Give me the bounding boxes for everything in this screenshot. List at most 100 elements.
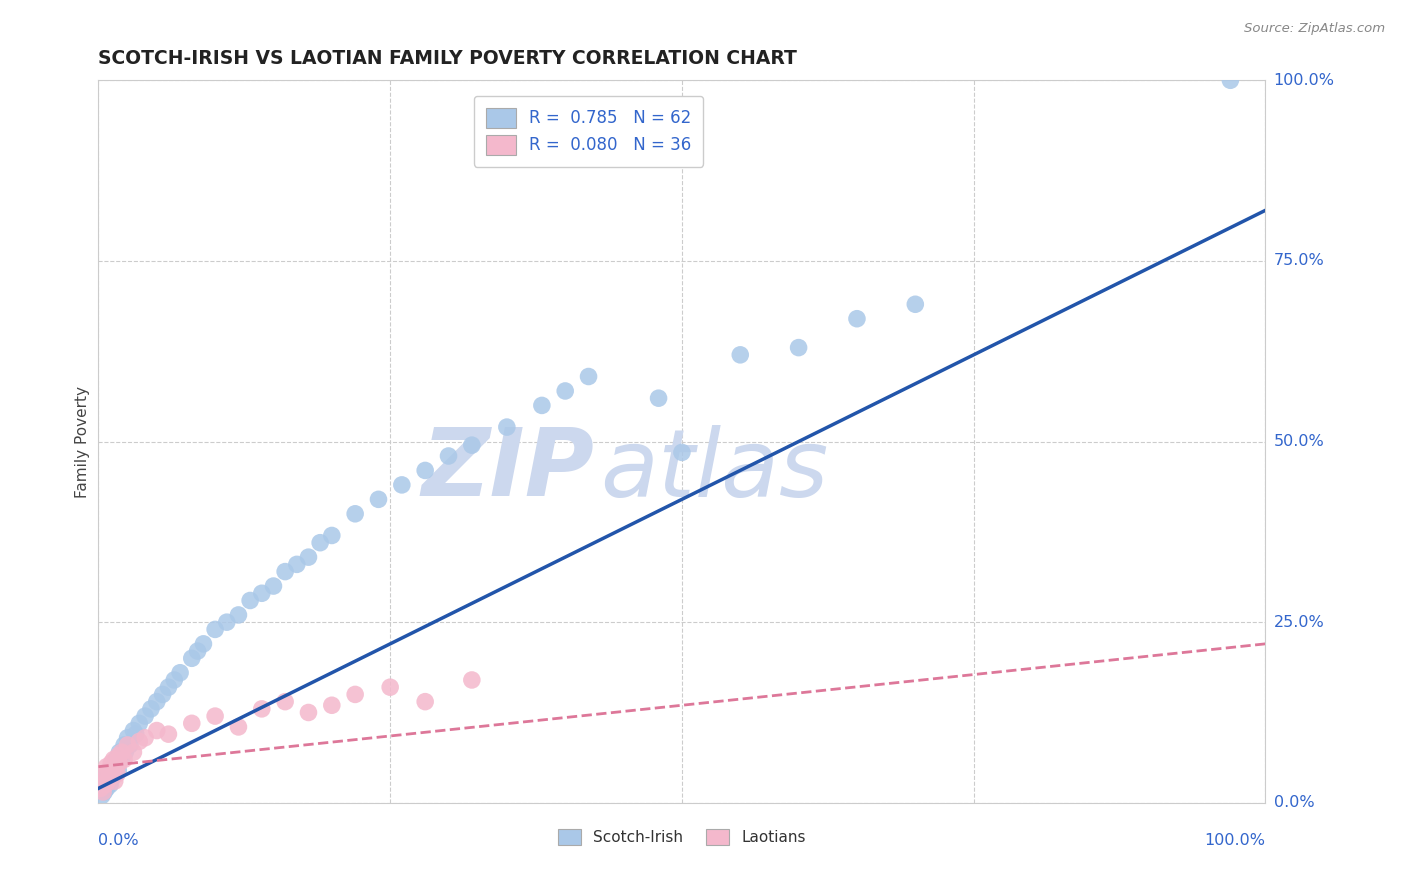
Point xyxy=(578,369,600,384)
Point xyxy=(413,463,436,477)
Point xyxy=(274,565,297,579)
Point xyxy=(125,727,148,741)
Point xyxy=(104,767,127,781)
Point xyxy=(111,745,134,759)
Point xyxy=(344,507,367,521)
Point xyxy=(96,760,118,774)
Point xyxy=(215,615,238,630)
Text: 100.0%: 100.0% xyxy=(1274,73,1334,87)
Point xyxy=(180,651,202,665)
Text: 0.0%: 0.0% xyxy=(98,833,139,848)
Point xyxy=(285,558,308,572)
Point xyxy=(105,760,128,774)
Point xyxy=(139,702,162,716)
Point xyxy=(787,341,810,355)
Point xyxy=(94,774,117,789)
Text: 0.0%: 0.0% xyxy=(1274,796,1315,810)
Point xyxy=(461,673,484,687)
Point xyxy=(93,785,115,799)
Point xyxy=(114,745,136,759)
Point xyxy=(101,767,124,781)
Point xyxy=(904,297,927,311)
Point xyxy=(111,752,134,766)
Point xyxy=(105,767,128,781)
Point xyxy=(204,709,226,723)
Point xyxy=(157,680,180,694)
Point xyxy=(134,709,156,723)
Point xyxy=(91,785,114,799)
Text: 50.0%: 50.0% xyxy=(1274,434,1324,449)
Point xyxy=(152,687,174,701)
Point xyxy=(146,723,169,738)
Point xyxy=(122,723,145,738)
Point xyxy=(250,586,273,600)
Text: 100.0%: 100.0% xyxy=(1205,833,1265,848)
Point xyxy=(169,665,191,680)
Point xyxy=(94,778,117,792)
Point xyxy=(204,623,226,637)
Text: ZIP: ZIP xyxy=(422,425,595,516)
Point xyxy=(104,752,127,766)
Point xyxy=(103,752,125,766)
Point xyxy=(107,748,129,763)
Point xyxy=(180,716,202,731)
Point xyxy=(118,738,141,752)
Point xyxy=(163,673,186,687)
Point xyxy=(193,637,215,651)
Point xyxy=(228,720,250,734)
Point xyxy=(97,764,120,778)
Point xyxy=(108,756,131,770)
Point xyxy=(104,774,127,789)
Point xyxy=(103,760,125,774)
Point xyxy=(134,731,156,745)
Point xyxy=(344,687,367,701)
Point xyxy=(128,734,150,748)
Point xyxy=(101,771,124,785)
Point xyxy=(274,695,297,709)
Point xyxy=(90,789,112,803)
Point xyxy=(437,449,460,463)
Point xyxy=(112,752,135,766)
Point xyxy=(98,771,121,785)
Point xyxy=(117,731,139,745)
Point xyxy=(367,492,389,507)
Point xyxy=(321,528,343,542)
Text: 75.0%: 75.0% xyxy=(1274,253,1324,268)
Point xyxy=(554,384,576,398)
Point xyxy=(97,774,120,789)
Point xyxy=(96,781,118,796)
Point xyxy=(228,607,250,622)
Text: Source: ZipAtlas.com: Source: ZipAtlas.com xyxy=(1244,22,1385,36)
Point xyxy=(97,774,120,789)
Point xyxy=(187,644,209,658)
Point xyxy=(90,774,112,789)
Point xyxy=(730,348,752,362)
Point xyxy=(112,738,135,752)
Point xyxy=(647,391,669,405)
Point xyxy=(98,778,121,792)
Point xyxy=(530,398,553,412)
Point xyxy=(100,756,122,770)
Point xyxy=(380,680,402,694)
Point xyxy=(90,781,112,796)
Text: SCOTCH-IRISH VS LAOTIAN FAMILY POVERTY CORRELATION CHART: SCOTCH-IRISH VS LAOTIAN FAMILY POVERTY C… xyxy=(98,48,797,68)
Point xyxy=(157,727,180,741)
Point xyxy=(146,695,169,709)
Point xyxy=(496,420,519,434)
Point xyxy=(1219,73,1241,87)
Text: atlas: atlas xyxy=(600,425,828,516)
Point xyxy=(671,445,693,459)
Point xyxy=(122,745,145,759)
Point xyxy=(321,698,343,713)
Legend: Scotch-Irish, Laotians: Scotch-Irish, Laotians xyxy=(550,822,814,853)
Point xyxy=(107,764,129,778)
Point xyxy=(239,593,262,607)
Point xyxy=(262,579,284,593)
Point xyxy=(91,781,114,796)
Point xyxy=(97,767,120,781)
Point xyxy=(413,695,436,709)
Point xyxy=(297,706,319,720)
Point xyxy=(108,745,131,759)
Point xyxy=(391,478,413,492)
Point xyxy=(93,767,115,781)
